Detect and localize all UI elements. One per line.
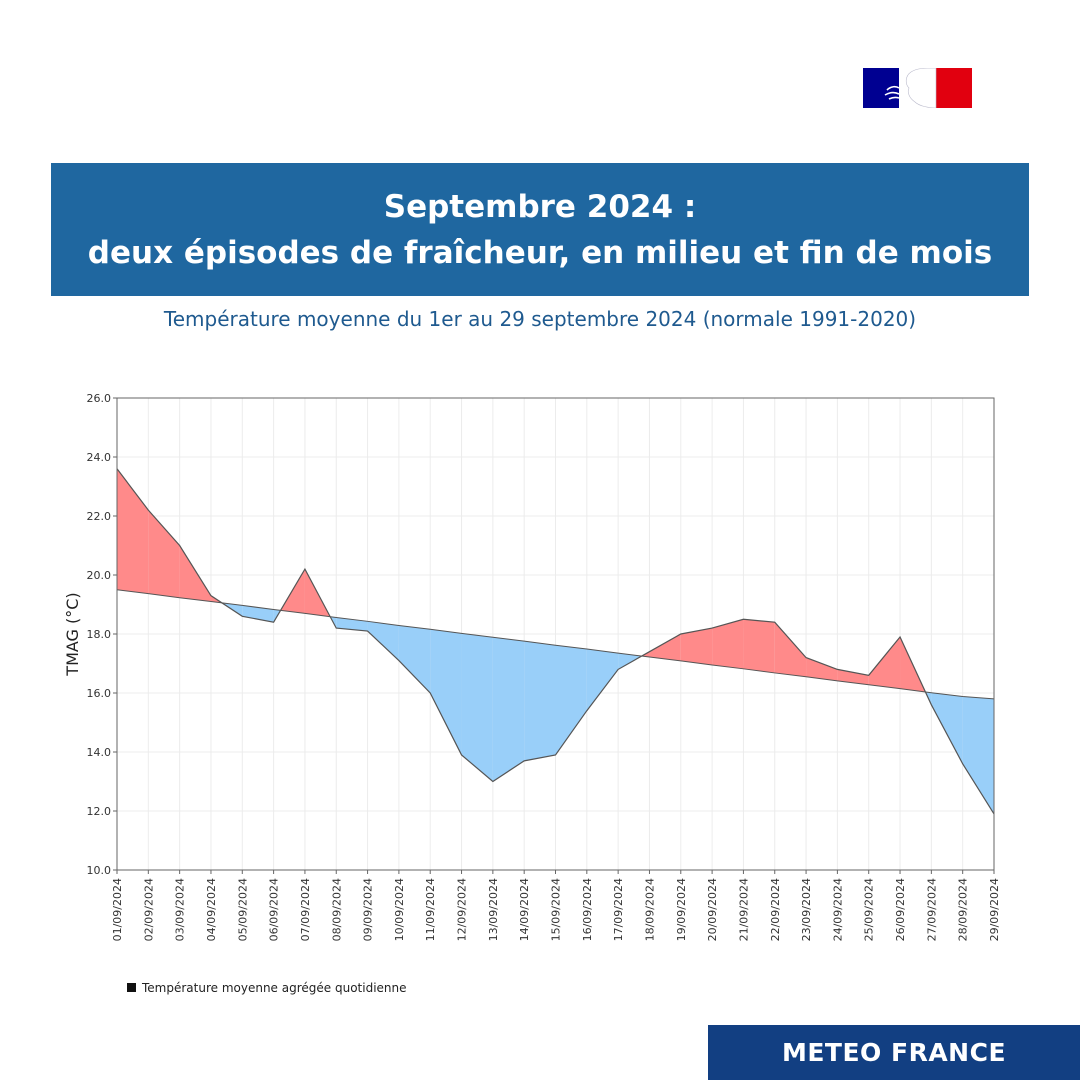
below-normal-area	[492, 637, 525, 782]
y-tick-label: 24.0	[87, 451, 112, 464]
x-tick-label: 20/09/2024	[706, 878, 719, 941]
below-normal-area	[618, 653, 642, 670]
subtitle: Température moyenne du 1er au 29 septemb…	[163, 307, 917, 331]
above-normal-area	[774, 622, 807, 677]
x-tick-label: 07/09/2024	[299, 878, 312, 941]
x-tick-label: 18/09/2024	[643, 878, 656, 941]
legend-label: Température moyenne agrégée quotidienne	[141, 981, 407, 995]
republique-francaise-logo	[863, 68, 972, 108]
x-tick-label: 10/09/2024	[393, 878, 406, 941]
temperature-line	[116, 468, 995, 815]
y-tick-label: 12.0	[87, 805, 112, 818]
below-normal-area	[430, 629, 462, 755]
below-normal-area	[931, 692, 963, 764]
x-tick-label: 15/09/2024	[550, 878, 563, 941]
title-banner: Septembre 2024 : deux épisodes de fraîch…	[51, 163, 1029, 296]
below-normal-area	[555, 645, 587, 755]
x-tick-label: 26/09/2024	[894, 878, 907, 941]
above-normal-area	[712, 619, 744, 669]
x-tick-label: 06/09/2024	[268, 878, 281, 941]
x-tick-label: 09/09/2024	[362, 878, 375, 941]
x-tick-label: 22/09/2024	[769, 878, 782, 941]
x-tick-label: 17/09/2024	[612, 878, 625, 941]
x-tick-label: 04/09/2024	[205, 878, 218, 941]
above-normal-area	[179, 545, 211, 602]
y-tick-label: 10.0	[87, 864, 112, 877]
above-normal-area	[304, 569, 331, 617]
footer-brand: METEO FRANCE	[781, 1038, 1007, 1067]
x-tick-label: 27/09/2024	[925, 878, 938, 941]
below-normal-area	[398, 625, 431, 693]
x-tick-label: 12/09/2024	[456, 878, 469, 941]
above-normal-area	[837, 669, 869, 685]
above-normal-area	[743, 619, 775, 673]
x-tick-label: 29/09/2024	[988, 878, 1001, 941]
y-axis-label: TMAG (°C)	[63, 592, 82, 676]
meteo-france-banner: METEO FRANCE	[708, 1025, 1080, 1080]
above-normal-area	[868, 636, 901, 689]
y-tick-label: 14.0	[87, 746, 112, 759]
below-normal-area	[242, 605, 274, 623]
above-normal-area	[806, 657, 838, 681]
below-normal-area	[221, 602, 243, 617]
x-tick-label: 13/09/2024	[487, 878, 500, 941]
x-tick-label: 11/09/2024	[424, 878, 437, 941]
above-normal-area	[148, 510, 180, 598]
below-normal-area	[962, 696, 994, 814]
y-tick-label: 16.0	[87, 687, 112, 700]
x-tick-label: 23/09/2024	[800, 878, 813, 941]
above-normal-area	[649, 634, 681, 661]
above-normal-area	[680, 628, 713, 665]
below-normal-area	[336, 617, 368, 632]
below-normal-area	[367, 621, 399, 661]
y-tick-label: 26.0	[87, 392, 112, 405]
x-tick-label: 08/09/2024	[330, 878, 343, 941]
x-tick-label: 03/09/2024	[174, 878, 187, 941]
legend-swatch	[127, 983, 136, 992]
x-tick-label: 24/09/2024	[831, 878, 844, 941]
x-tick-label: 02/09/2024	[142, 878, 155, 941]
temperature-chart: 10.0 12.0 14.0 16.0 18.0 20.0 22.0 24.0 26.0 01/0…	[63, 392, 1001, 995]
y-tick-label: 18.0	[87, 628, 112, 641]
title-line-2: deux épisodes de fraîcheur, en milieu et…	[87, 234, 993, 271]
title-line-1: Septembre 2024 :	[383, 188, 697, 225]
below-normal-area	[461, 633, 493, 782]
normal-line	[116, 589, 995, 700]
x-tick-label: 25/09/2024	[863, 878, 876, 941]
x-tick-label: 28/09/2024	[957, 878, 970, 941]
x-tick-label: 01/09/2024	[111, 878, 124, 941]
x-tick-label: 16/09/2024	[581, 878, 594, 941]
y-tick-label: 22.0	[87, 510, 112, 523]
x-tick-label: 14/09/2024	[518, 878, 531, 941]
x-tick-label: 19/09/2024	[675, 878, 688, 941]
below-normal-area	[586, 649, 619, 711]
x-tick-label: 21/09/2024	[737, 878, 750, 941]
x-tick-label: 05/09/2024	[236, 878, 249, 941]
below-normal-area	[524, 641, 556, 761]
y-tick-label: 20.0	[87, 569, 112, 582]
